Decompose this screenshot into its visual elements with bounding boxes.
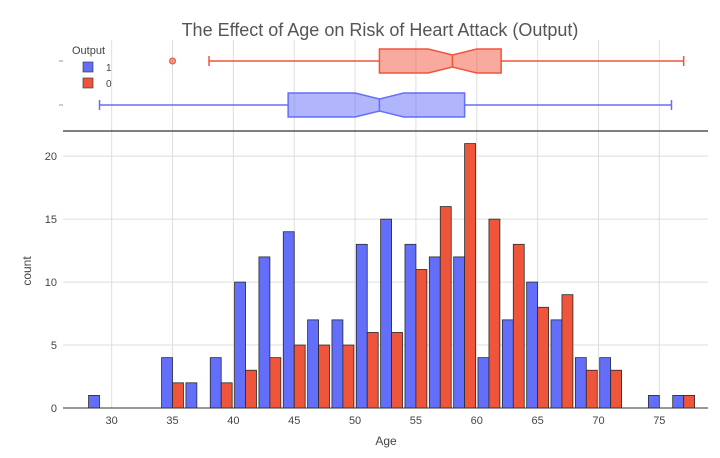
- histogram-bar: [574, 357, 587, 409]
- y-tick-label: 20: [45, 151, 57, 163]
- histogram-bar: [293, 344, 306, 409]
- histogram-bar: [282, 231, 295, 409]
- histogram-bar: [391, 332, 403, 409]
- histogram-bar: [453, 256, 466, 409]
- y-tick-label: 15: [45, 214, 57, 226]
- x-tick-label: 35: [166, 415, 178, 427]
- y-tick-label: 0: [51, 403, 57, 415]
- legend-label: 1: [106, 63, 112, 74]
- histogram-bar: [161, 357, 173, 409]
- legend-swatch: [82, 77, 94, 89]
- histogram-bar: [464, 143, 476, 409]
- x-axis-title: Age: [375, 434, 397, 448]
- histogram-bar: [307, 319, 319, 409]
- box-body: [287, 92, 466, 118]
- box-outlier: [169, 57, 177, 65]
- histogram-bar: [185, 382, 198, 409]
- histogram-bar: [404, 243, 417, 409]
- y-tick-label: 5: [51, 340, 57, 352]
- x-tick-label: 75: [653, 415, 665, 427]
- box-plot-layer: [98, 48, 685, 118]
- x-tick-label: 45: [288, 415, 300, 427]
- histogram-bar: [415, 269, 428, 409]
- histogram-bar: [220, 382, 233, 409]
- histogram-bar: [672, 395, 685, 409]
- histogram-bar: [342, 344, 355, 409]
- histogram-bar: [234, 281, 246, 409]
- histogram-bar: [683, 395, 696, 409]
- legend-swatch: [82, 61, 94, 73]
- histogram-bar: [585, 369, 598, 409]
- legend-title: Output: [72, 45, 105, 57]
- legend: Output 1 0: [72, 45, 112, 90]
- histogram-bar: [610, 369, 622, 409]
- histogram-bar: [366, 332, 379, 409]
- histogram-bar: [428, 256, 441, 409]
- histogram-bar: [537, 306, 549, 409]
- x-tick-label: 30: [106, 415, 118, 427]
- histogram-bar: [209, 357, 222, 409]
- histogram-bar: [245, 369, 257, 409]
- histogram-bar: [331, 319, 344, 409]
- histogram-bar: [550, 319, 563, 409]
- histogram-bar: [477, 357, 490, 409]
- histogram-bar: [488, 218, 501, 409]
- y-axis-title: count: [20, 256, 34, 286]
- histogram-bar: [561, 294, 574, 409]
- histogram-bar: [88, 395, 100, 409]
- histogram-bar: [258, 256, 271, 409]
- histogram-bar: [439, 206, 452, 409]
- y-tick-label: 10: [45, 277, 57, 289]
- x-tick-label: 65: [531, 415, 543, 427]
- histogram-bar: [512, 243, 525, 409]
- box-body: [378, 48, 502, 74]
- histogram-bar: [501, 319, 514, 409]
- histogram-bar: [526, 281, 539, 409]
- x-tick-label: 60: [471, 415, 483, 427]
- histogram-bar: [380, 218, 392, 409]
- histogram-bar: [172, 382, 184, 409]
- histogram-bar: [599, 357, 612, 409]
- histogram-bar: [318, 344, 330, 409]
- x-tick-label: 70: [592, 415, 604, 427]
- histogram-bar-layer: [88, 143, 696, 409]
- legend-label: 0: [106, 79, 112, 90]
- histogram-bar: [647, 395, 660, 409]
- histogram-bar: [269, 357, 282, 409]
- x-tick-label: 50: [349, 415, 361, 427]
- histogram-bar: [355, 243, 368, 409]
- x-tick-label: 55: [410, 415, 422, 427]
- x-tick-label: 40: [227, 415, 239, 427]
- chart-title: The Effect of Age on Risk of Heart Attac…: [182, 20, 579, 40]
